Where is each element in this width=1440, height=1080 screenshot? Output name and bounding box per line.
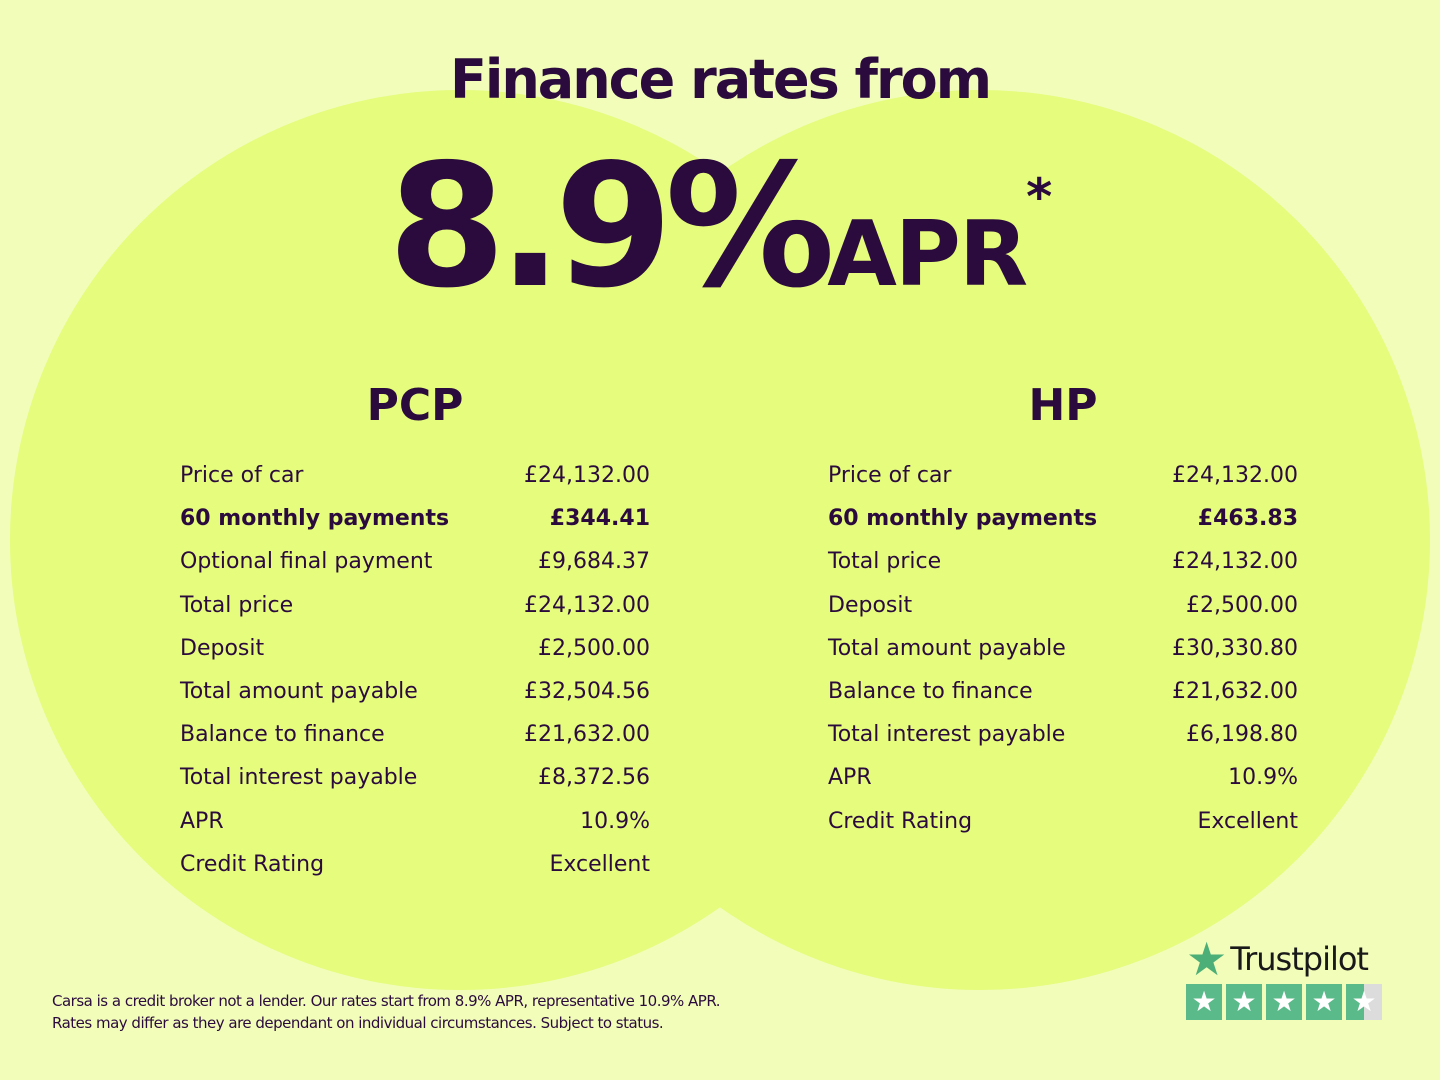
hp-heading: HP [1028,380,1098,431]
table-row: Total amount payable £30,330.80 [828,627,1298,670]
row-label: Balance to finance [180,722,385,748]
row-label: Credit Rating [828,808,973,834]
table-row: Total interest payable £8,372.56 [180,756,650,799]
pcp-table: PCP Price of car £24,132.00 60 monthly pay… [180,380,650,886]
hp-table: HP Price of car £24,132.00 60 monthly paym… [828,380,1298,843]
trustpilot-name: Trustpilot [1230,940,1369,978]
rate-asterisk: * [1026,168,1053,226]
row-label: 60 monthly payments [180,506,450,532]
row-value: £2,500.00 [1186,592,1298,618]
row-value: £30,330.80 [1172,635,1298,661]
row-label: Deposit [828,592,913,618]
row-label: Total amount payable [180,679,418,705]
table-row: Credit Rating Excellent [180,843,650,886]
row-value: £8,372.56 [538,765,650,791]
trustpilot-badge: ★ Trustpilot ★ ★ ★ ★ ★ [1186,936,1382,1020]
row-label: 60 monthly payments [828,506,1098,532]
disclaimer: Carsa is a credit broker not a lender. O… [52,990,721,1034]
row-label: Total amount payable [828,635,1066,661]
table-row: Total price £24,132.00 [180,584,650,627]
table-row: Deposit £2,500.00 [180,627,650,670]
headline: Finance rates from [449,48,992,111]
row-value: 10.9% [1228,765,1298,791]
row-label: Total interest payable [828,722,1066,748]
row-label: Balance to finance [828,679,1033,705]
table-row: 60 monthly payments £344.41 [180,497,650,540]
row-label: APR [828,765,872,791]
trustpilot-star-icon: ★ [1186,932,1227,986]
row-value: £2,500.00 [538,635,650,661]
rate-unit: APR [827,202,1028,307]
row-value: Excellent [549,851,651,877]
row-value: £24,132.00 [524,463,650,489]
row-value: £24,132.00 [1172,549,1298,575]
row-label: Total interest payable [180,765,418,791]
row-label: APR [180,808,224,834]
rating-star-icon: ★ [1266,984,1302,1020]
row-label: Price of car [828,463,952,489]
row-label: Optional final payment [180,549,433,575]
row-label: Credit Rating [180,851,325,877]
row-label: Deposit [180,635,265,661]
table-row: Optional final payment £9,684.37 [180,540,650,583]
row-value: £6,198.80 [1186,722,1298,748]
decorative-circle-right [530,90,1430,990]
row-value: £463.83 [1197,506,1298,532]
table-row: Deposit £2,500.00 [828,584,1298,627]
row-value: £21,632.00 [524,722,650,748]
rating-star-icon: ★ [1346,984,1382,1020]
disclaimer-line: Carsa is a credit broker not a lender. O… [52,992,721,1010]
table-row: APR 10.9% [828,756,1298,799]
row-value: £24,132.00 [1172,463,1298,489]
rate-display: 8.9%APR* [0,128,1440,326]
table-row: APR 10.9% [180,800,650,843]
row-label: Total price [180,592,294,618]
row-value: £21,632.00 [1172,679,1298,705]
table-row: Credit Rating Excellent [828,800,1298,843]
table-row: Total amount payable £32,504.56 [180,670,650,713]
row-value: £9,684.37 [538,549,650,575]
row-value: 10.9% [580,808,650,834]
table-row: Balance to finance £21,632.00 [180,713,650,756]
rating-star-icon: ★ [1226,984,1262,1020]
rate-value: 8.9% [387,128,835,326]
table-row: 60 monthly payments £463.83 [828,497,1298,540]
rating-star-icon: ★ [1186,984,1222,1020]
table-row: Price of car £24,132.00 [180,454,650,497]
row-label: Total price [828,549,942,575]
table-row: Price of car £24,132.00 [828,454,1298,497]
table-row: Balance to finance £21,632.00 [828,670,1298,713]
trustpilot-rating: ★ ★ ★ ★ ★ [1186,984,1382,1020]
table-row: Total price £24,132.00 [828,540,1298,583]
rating-star-icon: ★ [1306,984,1342,1020]
row-value: £32,504.56 [524,679,650,705]
row-value: £344.41 [549,506,650,532]
row-label: Price of car [180,463,304,489]
pcp-heading: PCP [366,380,464,431]
row-value: £24,132.00 [524,592,650,618]
table-row: Total interest payable £6,198.80 [828,713,1298,756]
row-value: Excellent [1197,808,1299,834]
disclaimer-line: Rates may differ as they are dependant o… [52,1014,664,1032]
